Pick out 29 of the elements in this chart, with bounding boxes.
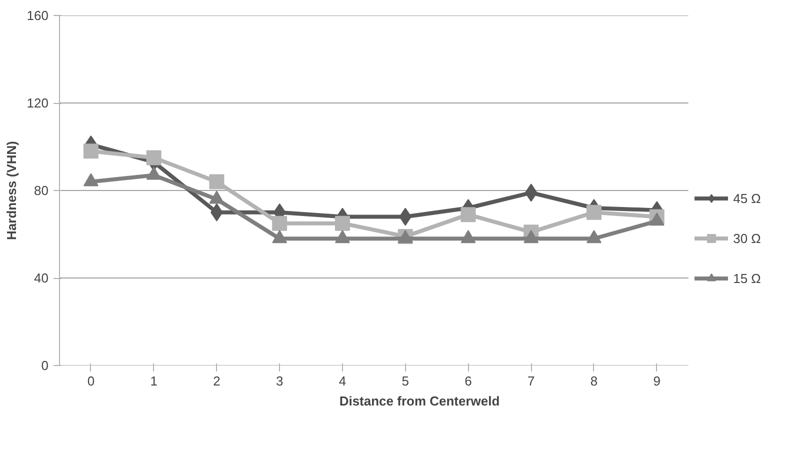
x-tick-label: 6 [464,374,472,388]
point [399,208,412,226]
y-tick-label: 0 [41,358,49,373]
x-tick-label: 2 [213,374,220,388]
point [83,144,98,159]
x-tick-label: 7 [528,374,535,388]
y-axis-title: Hardness (VHN) [4,141,19,240]
point [586,204,602,220]
x-tick-label: 8 [590,374,598,388]
legend-label: 45 Ω [733,190,761,206]
x-tick-label: 0 [87,374,95,388]
x-tick-label: 4 [338,374,346,388]
point [146,150,162,166]
legend-label: 30 Ω [733,230,761,246]
x-tick-label: 3 [276,374,284,388]
x-tick-label: 1 [150,374,158,388]
y-tick-label: 80 [34,183,49,198]
x-tick-label: 5 [402,374,409,388]
point [524,184,538,202]
y-tick-label: 160 [26,8,49,23]
y-tick-label: 120 [26,96,49,110]
point [272,216,288,231]
y-tick-label: 40 [34,270,49,286]
point [460,207,476,222]
point [334,216,350,231]
point [209,174,224,190]
legend-label: 15 Ω [733,270,761,286]
x-axis-title: Distance from Centerweld [339,394,500,408]
x-tick-label: 9 [653,374,660,388]
